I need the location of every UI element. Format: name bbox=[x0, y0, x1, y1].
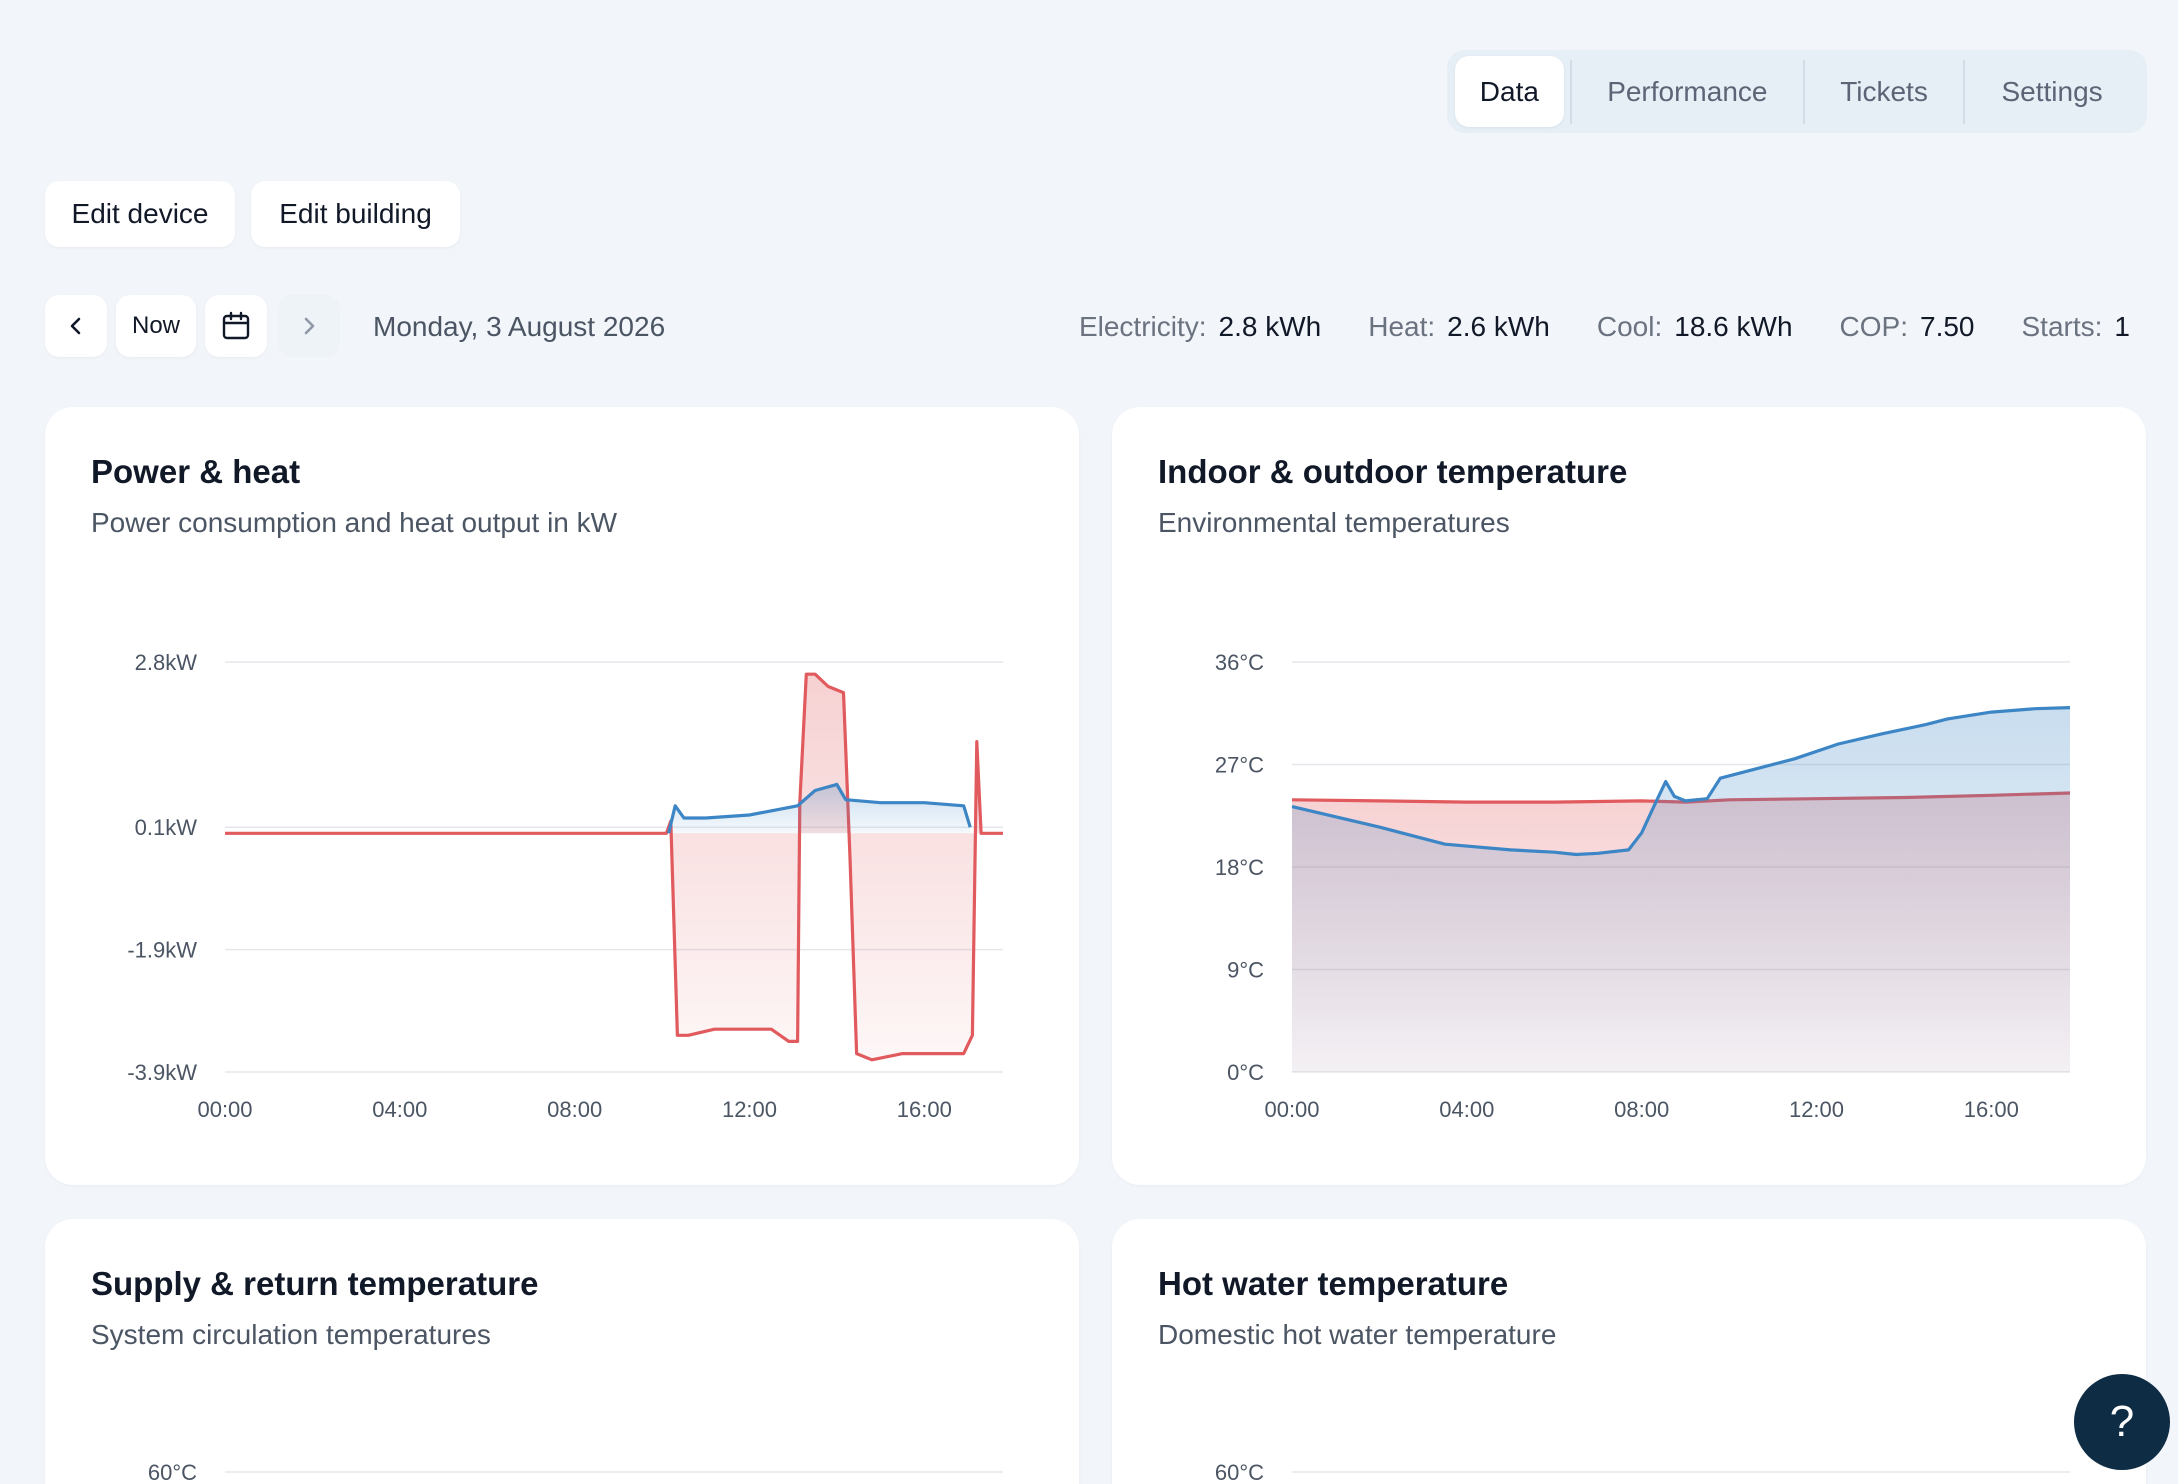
stat-label: Cool: bbox=[1596, 311, 1663, 342]
calendar-icon bbox=[222, 311, 250, 340]
help-button[interactable]: ? bbox=[2074, 1374, 2170, 1470]
tab-data-label: Data bbox=[1479, 75, 1539, 107]
stat-heat: Heat: 2.6 kWh bbox=[1368, 309, 1550, 345]
series-line bbox=[667, 782, 972, 834]
power-heat-card: Power & heat Power consumption and heat … bbox=[45, 407, 1079, 1185]
calendar-button[interactable] bbox=[205, 295, 267, 357]
y-tick-label: 60°C bbox=[1215, 1460, 1264, 1484]
x-tick-label: 00:00 bbox=[197, 1097, 252, 1122]
y-tick-label: -3.9kW bbox=[127, 1060, 197, 1085]
now-label: Now bbox=[131, 312, 180, 339]
stat-label: Electricity: bbox=[1078, 311, 1207, 342]
edit-building-label: Edit building bbox=[279, 198, 432, 229]
y-tick-label: 9°C bbox=[1227, 958, 1264, 983]
stat-label: Heat: bbox=[1368, 311, 1436, 342]
x-tick-label: 04:00 bbox=[372, 1097, 427, 1122]
stat-value: 2.8 kWh bbox=[1218, 311, 1322, 342]
card-title: Hot water temperature bbox=[1158, 1265, 1509, 1302]
tab-divider bbox=[1963, 59, 1966, 124]
tab-tickets-label: Tickets bbox=[1840, 75, 1928, 107]
chevron-left-icon bbox=[70, 317, 81, 335]
stat-label: Starts: bbox=[2021, 311, 2103, 342]
stat-value: 7.50 bbox=[1920, 311, 1975, 342]
x-tick-label: 12:00 bbox=[722, 1097, 777, 1122]
y-tick-label: 2.8kW bbox=[135, 650, 198, 675]
y-tick-label: 27°C bbox=[1215, 753, 1264, 778]
series-line bbox=[225, 672, 1003, 1062]
x-tick-label: 16:00 bbox=[1964, 1097, 2019, 1122]
help-icon: ? bbox=[2109, 1397, 2135, 1446]
y-tick-label: 0°C bbox=[1227, 1060, 1264, 1085]
selected-date: Monday, 3 August 2026 bbox=[373, 311, 666, 342]
stat-cool: Cool: 18.6 kWh bbox=[1597, 309, 1793, 345]
card-title: Supply & return temperature bbox=[91, 1265, 539, 1302]
hot-water-card: Hot water temperature Domestic hot water… bbox=[1112, 1219, 2146, 1484]
series-area bbox=[668, 784, 971, 834]
stat-cop: COP: 7.50 bbox=[1840, 309, 1975, 345]
supply-return-chart: 60°C bbox=[148, 1460, 1003, 1484]
tab-settings[interactable]: Settings bbox=[1965, 56, 2139, 127]
x-tick-label: 04:00 bbox=[1439, 1097, 1494, 1122]
indoor-outdoor-chart: 36°C 27°C 18°C 9°C 0°C00:00 04:00 08:00 12:00 16… bbox=[1215, 650, 2071, 1122]
stat-electricity: Electricity: 2.8 kWh bbox=[1079, 309, 1321, 345]
tab-divider bbox=[1569, 59, 1572, 124]
stat-value: 2.6 kWh bbox=[1447, 311, 1550, 342]
daily-stats: Electricity: 2.8 kWh Heat: 2.6 kWh Cool: 18… bbox=[1079, 309, 2130, 345]
stat-value: 1 bbox=[2114, 311, 2130, 342]
tab-settings-label: Settings bbox=[2001, 75, 2103, 107]
series-area bbox=[1292, 707, 2070, 1072]
y-tick-label: -1.9kW bbox=[127, 938, 197, 963]
chevron-right-icon bbox=[304, 317, 315, 335]
stat-starts: Starts: 1 bbox=[2022, 309, 2131, 345]
x-tick-label: 08:00 bbox=[1614, 1097, 1669, 1122]
card-subtitle: System circulation temperatures bbox=[91, 1319, 491, 1350]
indoor-outdoor-card: Indoor & outdoor temperature Environment… bbox=[1112, 407, 2146, 1185]
stat-label: COP: bbox=[1839, 311, 1908, 342]
edit-device-label: Edit device bbox=[71, 198, 209, 229]
y-tick-label: 18°C bbox=[1215, 855, 1264, 880]
series-area bbox=[225, 674, 1003, 1060]
x-tick-label: 16:00 bbox=[897, 1097, 952, 1122]
card-subtitle: Domestic hot water temperature bbox=[1158, 1319, 1557, 1350]
tab-data[interactable]: Data bbox=[1455, 56, 1564, 127]
card-title: Power & heat bbox=[91, 453, 301, 490]
card-title: Indoor & outdoor temperature bbox=[1158, 453, 1628, 490]
y-tick-label: 0.1kW bbox=[135, 815, 198, 840]
previous-day-button[interactable] bbox=[45, 295, 107, 357]
y-tick-label: 60°C bbox=[148, 1460, 197, 1484]
edit-building-button[interactable]: Edit building bbox=[251, 181, 460, 247]
tab-divider bbox=[1802, 59, 1805, 124]
x-tick-label: 12:00 bbox=[1789, 1097, 1844, 1122]
next-day-button[interactable] bbox=[278, 295, 340, 357]
x-tick-label: 00:00 bbox=[1264, 1097, 1319, 1122]
now-button[interactable]: Now bbox=[116, 295, 196, 357]
edit-device-button[interactable]: Edit device bbox=[45, 181, 235, 247]
hot-water-chart: 60°C bbox=[1215, 1460, 2070, 1484]
tab-performance[interactable]: Performance bbox=[1572, 56, 1803, 127]
tab-performance-label: Performance bbox=[1607, 75, 1768, 107]
card-subtitle: Environmental temperatures bbox=[1158, 507, 1510, 538]
tab-tickets[interactable]: Tickets bbox=[1805, 56, 1963, 127]
stat-value: 18.6 kWh bbox=[1674, 311, 1793, 342]
view-tabs: Data Performance Tickets Settings bbox=[1447, 50, 2147, 133]
card-subtitle: Power consumption and heat output in kW bbox=[91, 507, 618, 538]
supply-return-card: Supply & return temperature System circu… bbox=[45, 1219, 1079, 1484]
x-tick-label: 08:00 bbox=[547, 1097, 602, 1122]
series-line bbox=[1291, 706, 2071, 857]
y-tick-label: 36°C bbox=[1215, 650, 1264, 675]
